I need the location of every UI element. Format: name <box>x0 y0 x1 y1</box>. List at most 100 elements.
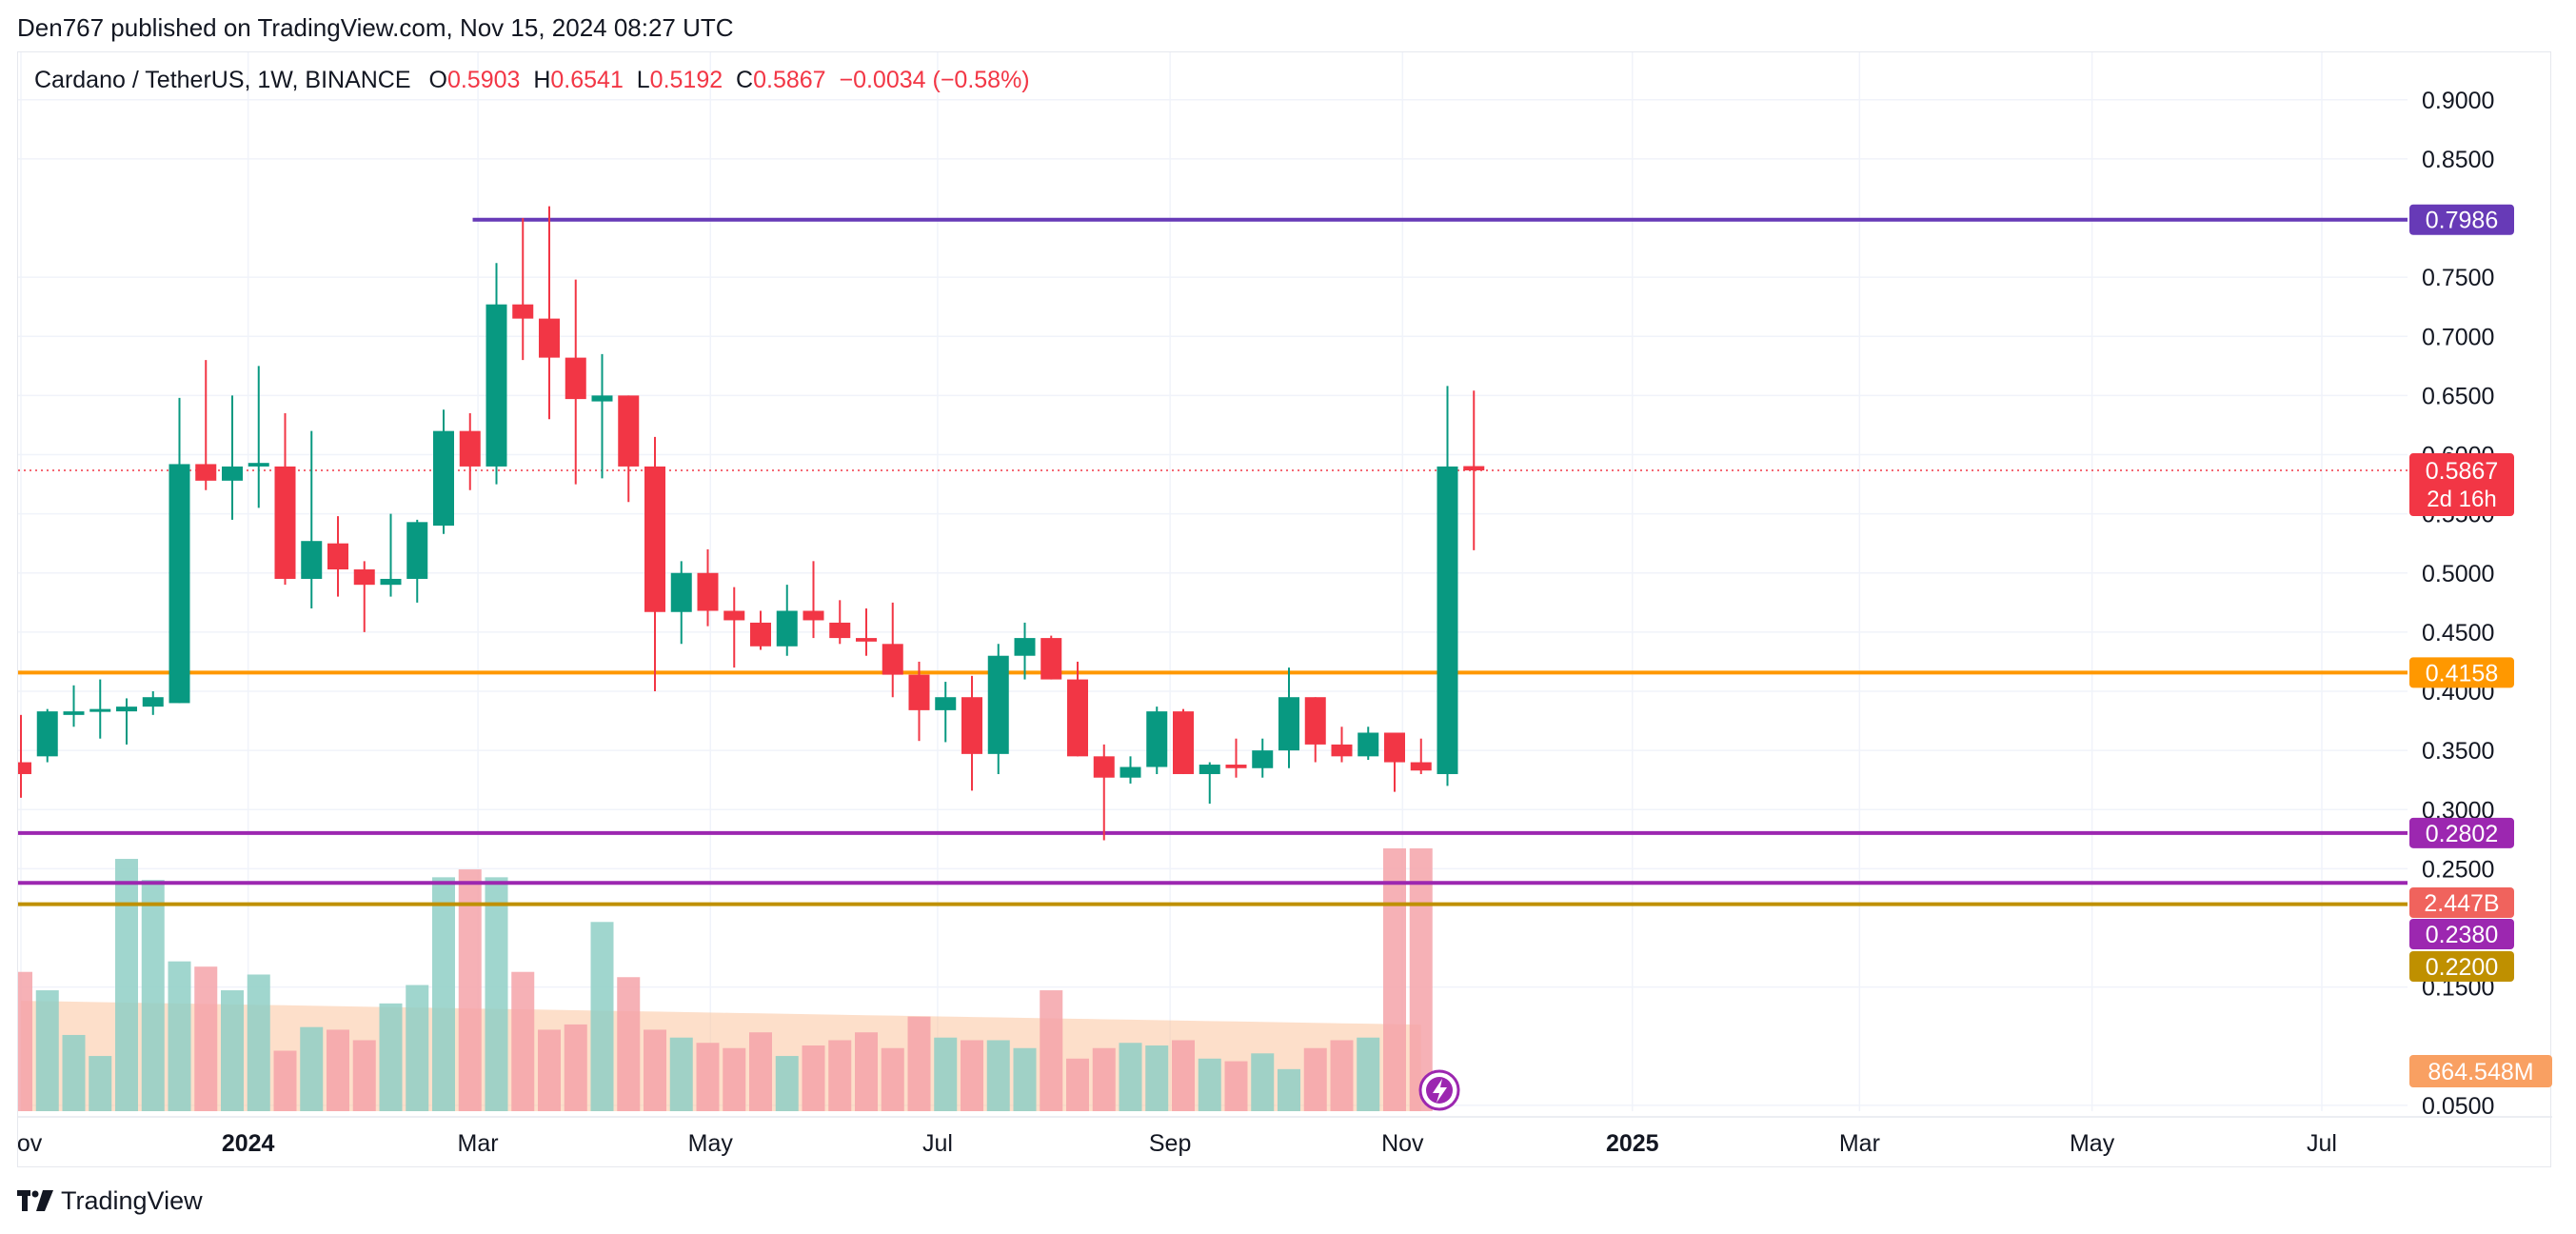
candle-body <box>18 762 31 774</box>
volume-bar <box>168 961 191 1111</box>
last-price-label: 0.5867 <box>2426 458 2498 485</box>
candle-body <box>248 463 269 467</box>
candle-body <box>327 543 348 570</box>
last-price-bg <box>2409 453 2514 517</box>
candle-body <box>142 697 164 707</box>
footer[interactable]: TradingView <box>17 1184 203 1217</box>
y-tick-label: 0.0500 <box>2422 1093 2494 1120</box>
candle-body <box>1040 638 1062 680</box>
x-tick-label: Mar <box>1839 1130 1880 1157</box>
candle-body <box>856 638 877 642</box>
volume-bar <box>749 1032 772 1111</box>
volume-bar <box>881 1047 904 1111</box>
legend-close-label: C <box>736 67 754 93</box>
volume-bar <box>1040 990 1063 1111</box>
legend-change: −0.0034 (−0.58%) <box>839 67 1030 93</box>
y-tick-label: 0.8500 <box>2422 147 2494 173</box>
volume-bar <box>1013 1047 1037 1111</box>
volume-bar <box>432 877 455 1111</box>
x-tick-label: 2024 <box>222 1130 275 1157</box>
candle-body <box>750 622 771 647</box>
legend-low: 0.5192 <box>649 67 723 93</box>
tradingview-logo-icon <box>17 1190 53 1211</box>
candle-body <box>803 610 824 621</box>
legend-open-label: O <box>428 67 447 93</box>
level-label: 0.2802 <box>2426 821 2498 847</box>
volume-max-label: 2.447B <box>2424 890 2499 917</box>
volume-bar <box>62 1034 86 1111</box>
publisher-line: Den767 published on TradingView.com, Nov… <box>17 13 734 42</box>
replay-badge[interactable] <box>1418 1069 1460 1111</box>
volume-ma-label-bg <box>2409 1055 2552 1087</box>
time-axis: Nov 2024 Mar May Jul Sep Nov 2025 Mar May Jul <box>18 1116 2552 1157</box>
candle-body <box>776 610 798 647</box>
candle-body <box>380 578 402 586</box>
candle-body <box>618 395 640 467</box>
candle-body <box>63 711 85 715</box>
candle-body <box>1093 756 1115 778</box>
volume-bar <box>1409 848 1433 1111</box>
last-price-countdown: 2d 16h <box>2427 487 2496 512</box>
y-tick-label: 0.5000 <box>2422 561 2494 587</box>
volume-bar <box>696 1043 720 1111</box>
volume-bar <box>1251 1053 1275 1111</box>
candles <box>18 206 1485 841</box>
volume-bar <box>1092 1047 1116 1111</box>
candle-body <box>1384 732 1405 763</box>
candle-body <box>168 464 190 704</box>
candle-body <box>1014 638 1036 656</box>
volume-bar <box>986 1040 1010 1111</box>
volume-bar <box>1330 1040 1354 1111</box>
volume-bar <box>1119 1043 1142 1111</box>
y-tick-label: 0.7500 <box>2422 265 2494 291</box>
volume-bar <box>1278 1068 1300 1111</box>
candle-body <box>1173 711 1194 774</box>
candle-body <box>1225 765 1247 768</box>
candle-body <box>433 430 454 527</box>
y-tick-label: 0.7000 <box>2422 324 2494 350</box>
level-label: 0.7986 <box>2426 208 2498 234</box>
legend-close: 0.5867 <box>753 67 826 93</box>
volume-bar <box>273 1050 297 1111</box>
horizontal-levels <box>18 217 2408 906</box>
candle-body <box>1410 762 1432 771</box>
candle-body <box>908 674 930 710</box>
candle-body <box>987 655 1009 754</box>
volume-bar <box>35 990 59 1111</box>
legend-symbol: Cardano / TetherUS, 1W, BINANCE <box>34 67 411 93</box>
candle-body <box>1199 765 1220 774</box>
volume-bar <box>907 1016 931 1111</box>
candle-body <box>1357 732 1379 757</box>
candle-body <box>644 466 665 612</box>
level-label-bg <box>2409 204 2514 235</box>
candle-body <box>1278 697 1299 751</box>
x-tick-label: May <box>688 1130 734 1157</box>
level-label-bg <box>2409 951 2514 982</box>
volume-bar <box>115 859 138 1111</box>
volume-bar <box>934 1037 958 1111</box>
candle-body <box>723 610 745 621</box>
candle-body <box>1067 679 1088 757</box>
legend-high-label: H <box>533 67 551 93</box>
volume-bar <box>1383 848 1406 1111</box>
volume-bar <box>1066 1058 1089 1111</box>
candle-body <box>829 622 851 639</box>
candle-body <box>89 708 111 712</box>
price-chart[interactable]: 0.90000.85000.75000.70000.65000.60000.55… <box>18 52 2552 1168</box>
volume-bar <box>1303 1047 1327 1111</box>
level-label-bg <box>2409 657 2514 688</box>
candle-body <box>1463 466 1485 471</box>
volume-bar <box>855 1032 878 1111</box>
volume-bar <box>538 1029 561 1111</box>
candle-body <box>274 466 296 579</box>
volume-bar <box>644 1029 666 1111</box>
volume-bar <box>1145 1045 1169 1111</box>
chart-frame[interactable]: 0.90000.85000.75000.70000.65000.60000.55… <box>17 51 2552 1168</box>
volume-bar <box>590 922 614 1111</box>
volume-bar <box>352 1040 376 1111</box>
candle-body <box>353 569 375 586</box>
y-tick-label: 0.6500 <box>2422 383 2494 409</box>
legend-low-label: L <box>636 67 650 93</box>
chart-legend: Cardano / TetherUS, 1W, BINANCE O0.5903 … <box>34 67 1030 94</box>
